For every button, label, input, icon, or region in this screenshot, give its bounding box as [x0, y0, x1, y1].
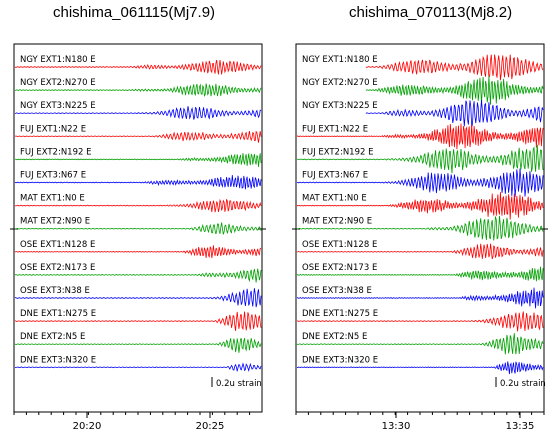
series-label: NGY EXT1:N180 E: [302, 55, 378, 65]
series-label: MAT EXT2:N90 E: [20, 217, 90, 227]
series-label: OSE EXT1:N128 E: [20, 240, 95, 250]
trace-7: [296, 215, 544, 241]
series-label: FUJ EXT1:N22 E: [20, 124, 86, 134]
trace-10: [296, 287, 544, 309]
trace-5: [296, 168, 544, 197]
series-label: OSE EXT2:N173 E: [20, 263, 95, 273]
series-label: FUJ EXT2:N192 E: [20, 147, 91, 157]
left-chart-title: chishima_061115(Mj7.9): [53, 4, 216, 21]
trace-9: [296, 266, 544, 282]
series-label: DNE EXT3:N320 E: [302, 355, 378, 365]
trace-2: [14, 106, 262, 120]
series-label: DNE EXT2:N5 E: [302, 332, 367, 342]
series-label: NGY EXT3:N225 E: [302, 101, 378, 111]
series-label: NGY EXT2:N270 E: [20, 78, 96, 88]
series-label: OSE EXT2:N173 E: [302, 263, 377, 273]
panel-left: 20:20 20:25 NGY EXT1:N180 E NGY EXT2:N270 E…: [10, 43, 266, 432]
trace-3: [296, 123, 544, 150]
series-label: FUJ EXT3:N67 E: [20, 171, 86, 181]
trace-11: [14, 311, 262, 331]
trace-12: [296, 333, 544, 355]
series-label: OSE EXT3:N38 E: [302, 286, 372, 296]
trace-8: [296, 243, 544, 260]
series-label: MAT EXT1:N0 E: [302, 194, 367, 204]
trace-5: [14, 175, 262, 190]
series-label: NGY EXT1:N180 E: [20, 55, 96, 65]
trace-6: [296, 192, 544, 220]
trace-10: [14, 288, 262, 308]
right-chart-title: chishima_070113(Mj8.2): [349, 4, 513, 21]
trace-3: [14, 130, 262, 143]
trace-8: [14, 245, 262, 259]
trace-12: [14, 337, 262, 353]
trace-4: [14, 153, 262, 167]
series-label: MAT EXT1:N0 E: [20, 194, 85, 204]
x-tick-label: 13:30: [382, 421, 411, 432]
trace-1: [14, 83, 262, 98]
series-label: DNE EXT2:N5 E: [20, 332, 85, 342]
series-label: FUJ EXT1:N22 E: [302, 124, 368, 134]
series-label: FUJ EXT3:N67 E: [302, 171, 368, 181]
trace-2: [365, 99, 544, 128]
trace-6: [14, 198, 262, 213]
trace-13: [14, 362, 262, 372]
x-tick-label: 20:25: [196, 421, 225, 432]
series-label: MAT EXT2:N90 E: [302, 217, 372, 227]
series-label: DNE EXT3:N320 E: [20, 355, 96, 365]
x-tick-label: 20:20: [73, 421, 102, 432]
scale-label: 0.2u strain: [216, 379, 262, 389]
trace-0: [365, 54, 544, 81]
scale-label: 0.2u strain: [500, 379, 546, 389]
trace-13: [296, 361, 544, 375]
trace-1: [365, 75, 544, 105]
series-label: NGY EXT2:N270 E: [302, 78, 378, 88]
x-tick-label: 13:35: [506, 421, 535, 432]
trace-0: [14, 59, 262, 75]
series-label: DNE EXT1:N275 E: [20, 309, 96, 319]
trace-9: [14, 268, 262, 283]
panel-right: 13:30 13:35 NGY EXT1:N180 E NGY EXT2:N270 E…: [292, 43, 548, 432]
trace-7: [14, 222, 262, 235]
series-label: FUJ EXT2:N192 E: [302, 147, 373, 157]
series-label: OSE EXT3:N38 E: [20, 286, 90, 296]
trace-11: [296, 311, 544, 332]
series-label: NGY EXT3:N225 E: [20, 101, 96, 111]
series-label: DNE EXT1:N275 E: [302, 309, 378, 319]
trace-4: [296, 144, 544, 174]
series-label: OSE EXT1:N128 E: [302, 240, 377, 250]
